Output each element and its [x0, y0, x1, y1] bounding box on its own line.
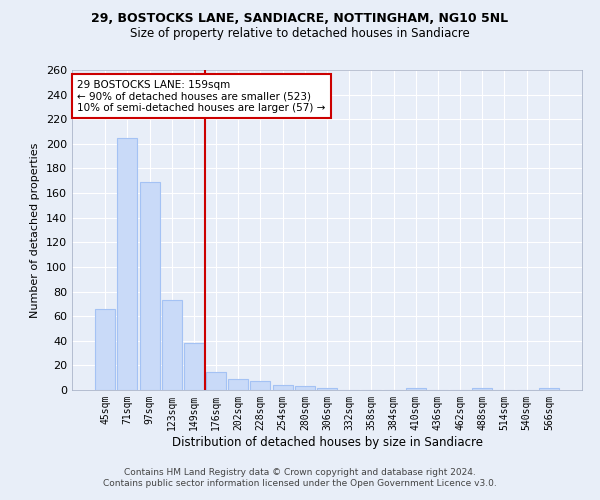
Bar [406, 388, 426, 390]
Text: 29 BOSTOCKS LANE: 159sqm
← 90% of detached houses are smaller (523)
10% of semi-: 29 BOSTOCKS LANE: 159sqm ← 90% of detach… [77, 80, 325, 113]
Bar [228, 379, 248, 390]
Bar [206, 372, 226, 390]
Text: Contains HM Land Registry data © Crown copyright and database right 2024.
Contai: Contains HM Land Registry data © Crown c… [103, 468, 497, 487]
Bar [539, 388, 559, 390]
Bar [472, 388, 492, 390]
Text: 29, BOSTOCKS LANE, SANDIACRE, NOTTINGHAM, NG10 5NL: 29, BOSTOCKS LANE, SANDIACRE, NOTTINGHAM… [91, 12, 509, 26]
Text: Size of property relative to detached houses in Sandiacre: Size of property relative to detached ho… [130, 28, 470, 40]
Bar [184, 343, 204, 390]
Bar [295, 386, 315, 390]
Bar [118, 138, 137, 390]
Bar [140, 182, 160, 390]
Bar [95, 309, 115, 390]
Bar [317, 388, 337, 390]
Bar [272, 385, 293, 390]
Bar [250, 382, 271, 390]
Bar [162, 300, 182, 390]
Y-axis label: Number of detached properties: Number of detached properties [31, 142, 40, 318]
X-axis label: Distribution of detached houses by size in Sandiacre: Distribution of detached houses by size … [172, 436, 482, 448]
